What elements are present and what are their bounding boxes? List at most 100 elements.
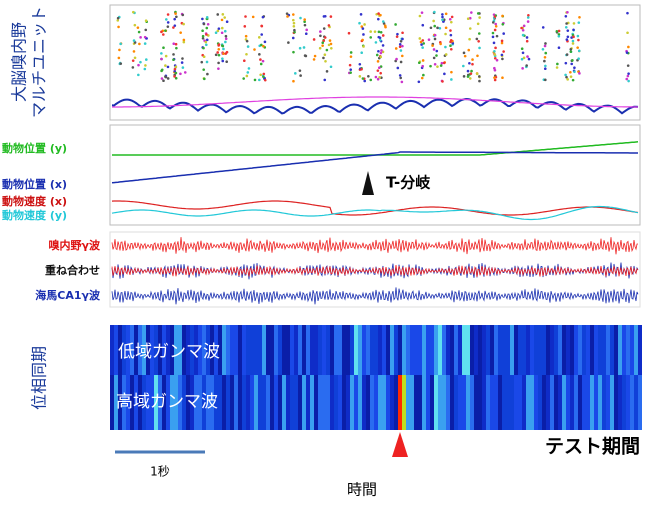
spike-dot (244, 15, 247, 18)
spike-dot (174, 76, 178, 80)
spike-dot (476, 54, 479, 58)
heat-cell (502, 325, 506, 375)
heat-cell (122, 325, 126, 375)
spike-dot (204, 40, 208, 44)
ec-gamma-label: 嗅内野γ波 (49, 238, 101, 252)
heat-cell (558, 375, 562, 430)
heat-cell (142, 375, 146, 430)
heat-cell (526, 375, 530, 430)
spike-dot (627, 79, 630, 83)
spike-dot (432, 48, 436, 51)
spike-dot (203, 77, 206, 81)
spike-dot (401, 44, 404, 48)
spike-dot (422, 42, 426, 45)
spike-dot (576, 34, 580, 38)
spike-dot (627, 45, 630, 49)
spike-dot (566, 10, 569, 14)
vel-x-trace (111, 200, 639, 216)
heat-cell (542, 325, 546, 375)
spike-dot (173, 17, 176, 21)
spike-dot (401, 31, 404, 35)
spike-dot (571, 39, 575, 43)
spike-dot (174, 65, 178, 69)
heat-cell (446, 375, 450, 430)
spike-dot (245, 52, 248, 56)
spike-dot (160, 69, 163, 73)
spike-dot (478, 46, 481, 50)
heat-cell (318, 375, 322, 430)
ca1-gamma-label: 海馬CA1γ波 (35, 288, 101, 302)
spike-dot (173, 69, 177, 73)
heat-cell (562, 375, 566, 430)
spike-dot (329, 65, 333, 69)
heatmap (110, 325, 642, 430)
heat-cell (410, 375, 414, 430)
spike-dot (380, 49, 383, 52)
spike-dot (444, 26, 448, 30)
spike-dot (566, 29, 570, 32)
spike-dot (359, 13, 363, 16)
heat-cell (550, 375, 554, 430)
behavior-frame (109, 124, 641, 226)
ca1-gamma-wave (111, 287, 639, 305)
heat-cell (270, 325, 274, 375)
spike-dot (172, 26, 175, 29)
spike-dot (421, 46, 424, 49)
spike-dot (303, 23, 307, 27)
heat-cell (386, 375, 390, 430)
heat-cell (458, 375, 462, 430)
heat-cell (462, 325, 466, 375)
spike-dot (304, 54, 308, 58)
spike-dot (287, 41, 290, 44)
heat-cell (610, 375, 614, 430)
spike-dot (556, 62, 559, 66)
heat-cell (538, 325, 542, 375)
heat-cell (490, 325, 494, 375)
overlay-label: 重ね合わせ (45, 263, 100, 277)
heat-cell (390, 375, 394, 430)
heat-cell (574, 325, 578, 375)
spike-dot (303, 18, 306, 21)
heat-cell (474, 325, 478, 375)
spike-dot (119, 42, 122, 46)
spike-dot (143, 42, 147, 45)
heat-cell (158, 325, 162, 375)
heat-cell (618, 375, 622, 430)
spike-dot (206, 22, 210, 26)
spike-dot (202, 46, 205, 50)
heat-cell (458, 325, 462, 375)
spike-dot (118, 48, 121, 52)
spike-dot (325, 70, 329, 73)
spike-dot (569, 50, 573, 53)
spike-dot (468, 27, 472, 30)
spike-dot (217, 47, 221, 51)
spike-dot (374, 41, 378, 44)
heat-cell (470, 375, 474, 430)
spike-dot (544, 64, 547, 68)
heat-cell (238, 325, 242, 375)
spike-dot (136, 26, 140, 29)
heat-cell (426, 375, 430, 430)
heat-cell (154, 375, 158, 430)
spike-dot (293, 28, 296, 32)
heat-cell (606, 325, 610, 375)
heat-cell (234, 375, 238, 430)
heat-cell (322, 375, 326, 430)
spike-dot (491, 35, 495, 39)
spike-dot (435, 49, 439, 53)
spike-dot (555, 66, 559, 69)
spike-dot (565, 53, 569, 56)
spike-dot (329, 42, 333, 46)
heat-cell (514, 325, 518, 375)
spike-dot (205, 16, 209, 19)
spike-dot (144, 64, 147, 67)
spike-dot (500, 53, 504, 57)
heat-cell (482, 325, 486, 375)
spike-dot (164, 54, 168, 58)
spike-dot (381, 44, 385, 47)
heat-cell (590, 375, 594, 430)
spike-dot (131, 10, 135, 14)
spike-dot (571, 78, 575, 82)
heat-cell (602, 325, 606, 375)
heat-cell (242, 375, 246, 430)
